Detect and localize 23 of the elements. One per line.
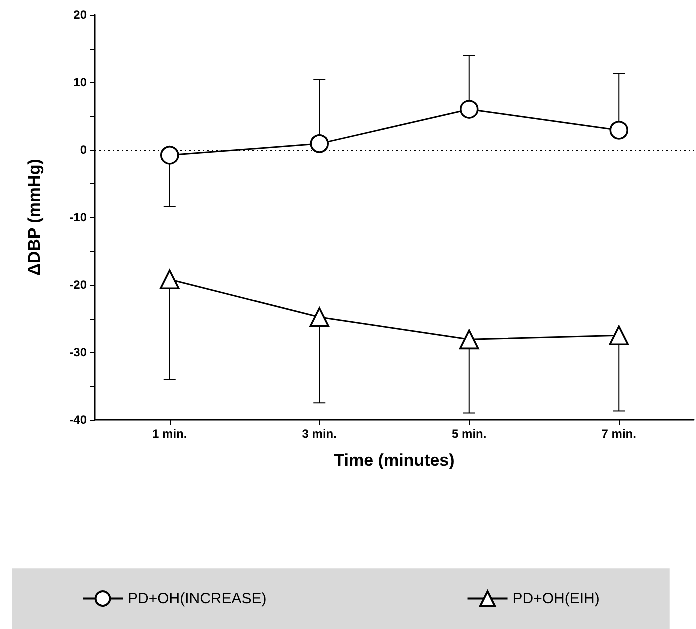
point: [609, 326, 630, 346]
point: [460, 100, 479, 119]
x-axis-title: Time (minutes): [334, 451, 455, 470]
y-tick-label: 20: [74, 8, 88, 22]
point: [610, 121, 629, 140]
legend-label: PD+OH(INCREASE): [128, 590, 267, 608]
y-tick-label: 0: [80, 143, 88, 157]
y-tick-label: -30: [70, 346, 88, 360]
y-axis-title: ΔDBP (mmHg): [25, 159, 44, 276]
x-tick-label: 5 min.: [452, 427, 487, 441]
y-tick-label: 10: [74, 76, 88, 90]
point: [310, 308, 330, 328]
y-tick-label: -10: [70, 210, 88, 224]
point: [160, 146, 180, 165]
point: [459, 330, 480, 350]
y-tick-label: -40: [70, 413, 88, 427]
point: [310, 134, 330, 154]
y-tick-label: -20: [70, 278, 88, 292]
point: [160, 270, 180, 290]
x-tick-label: 1 min.: [152, 427, 188, 441]
x-tick-label: 7 min.: [602, 427, 636, 441]
legend-label: PD+OH(EIH): [512, 590, 600, 608]
x-tick-label: 3 min.: [302, 427, 337, 441]
